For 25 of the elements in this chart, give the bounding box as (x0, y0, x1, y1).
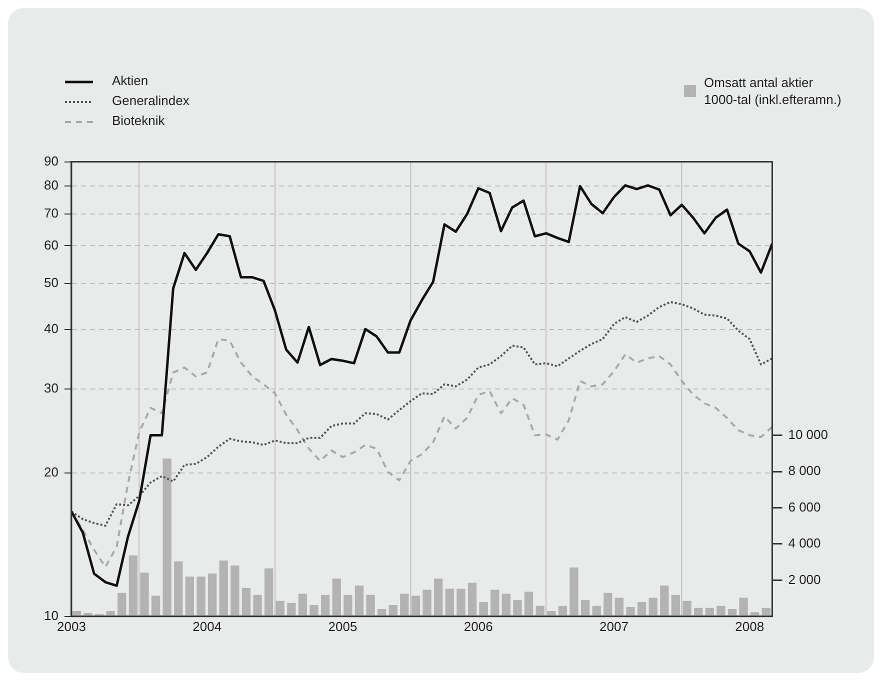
legend-label: Generalindex (112, 92, 190, 108)
line-series (71, 301, 772, 527)
x-tick-label: 2004 (192, 618, 222, 634)
y-tick-label: 30 (44, 380, 58, 396)
y-tick-label: 70 (44, 205, 58, 220)
y2-tick-label: 4 000 (788, 536, 821, 551)
y-tick-label: 80 (44, 178, 58, 193)
x-tick-label: 2007 (600, 618, 628, 634)
y-tick-label: 90 (44, 153, 58, 168)
y-tick-label: 60 (44, 237, 58, 252)
y-tick-label: 10 (44, 608, 58, 623)
legend-label: Aktien (112, 72, 148, 88)
x-tick-label: 2008 (735, 618, 764, 634)
y-tick-label: 40 (44, 321, 58, 336)
x-tick-label: 2006 (464, 618, 493, 634)
legend-label: Bioteknik (112, 112, 165, 128)
y2-tick-label: 6 000 (788, 499, 821, 514)
y2-tick-label: 2 000 (788, 572, 821, 587)
x-tick-label: 2005 (328, 618, 358, 634)
y-tick-label: 20 (44, 464, 58, 480)
y2-tick-label: 10 000 (788, 426, 828, 442)
y-tick-label: 50 (44, 274, 58, 290)
legend-label: Omsatt antal aktier 1000-tal (inkl.efteramn.) (704, 74, 842, 108)
x-tick-label: 2003 (57, 618, 86, 634)
y2-tick-label: 8 000 (788, 463, 821, 478)
